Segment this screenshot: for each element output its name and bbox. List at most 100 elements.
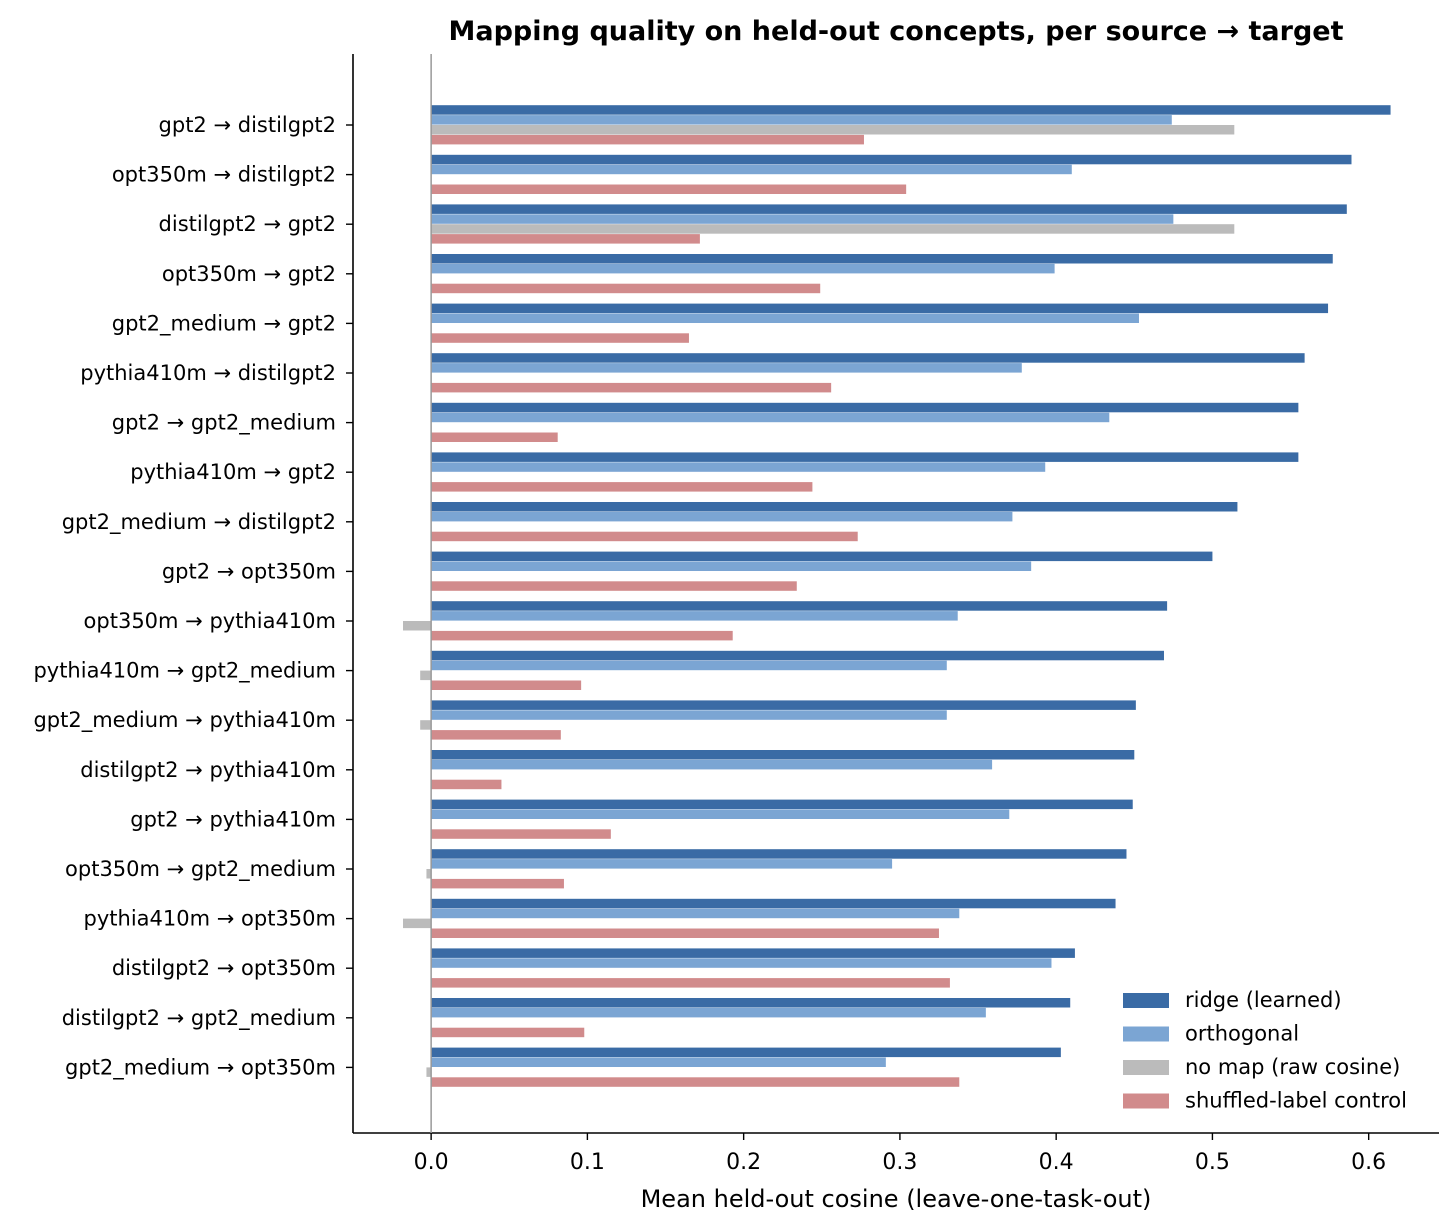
bar-1-7	[431, 402, 1299, 413]
bar-1-1	[431, 105, 1391, 115]
y-tick-label: distilgpt2 → pythia410m	[80, 758, 336, 782]
legend-swatch	[1123, 1026, 1169, 1042]
bar-1-9	[431, 502, 1238, 512]
x-tick-label: 0.6	[1351, 1150, 1386, 1175]
bar-2-8	[431, 462, 1046, 472]
bar-4-5	[431, 333, 689, 343]
bar-1-16	[431, 849, 1127, 859]
bar-2-14	[431, 759, 993, 770]
bar-1-3	[431, 204, 1347, 214]
bar-3-20	[426, 1067, 432, 1077]
bar-3-13	[420, 720, 432, 730]
bar-1-6	[431, 353, 1305, 363]
bar-1-19	[431, 998, 1071, 1008]
x-tick-label: 0.0	[414, 1150, 449, 1175]
y-tick-label: pythia410m → distilgpt2	[80, 361, 336, 385]
bar-4-6	[431, 382, 832, 393]
y-tick-label: distilgpt2 → gpt2_medium	[62, 1006, 336, 1031]
bar-4-14	[431, 779, 502, 790]
bar-3-12	[420, 670, 432, 681]
bar-1-14	[431, 750, 1135, 760]
y-tick-label: gpt2 → gpt2_medium	[112, 411, 336, 436]
legend-swatch	[1123, 993, 1169, 1008]
bar-2-3	[431, 214, 1174, 224]
bar-4-20	[431, 1077, 960, 1087]
bar-2-17	[431, 908, 960, 919]
y-tick-label: opt350m → gpt2_medium	[65, 857, 336, 882]
y-tick-label: gpt2_medium → distilgpt2	[62, 510, 336, 535]
bar-2-15	[431, 809, 1010, 819]
bar-1-17	[431, 898, 1116, 909]
bar-1-11	[431, 601, 1168, 611]
y-tick-labels: gpt2 → distilgpt2 opt350m → distilgpt2 dis…	[33, 113, 353, 1080]
y-tick-label: gpt2_medium → opt350m	[65, 1055, 336, 1080]
bar-1-10	[431, 551, 1213, 562]
x-tick-label: 0.2	[726, 1150, 761, 1175]
bar-1-13	[431, 700, 1136, 710]
bar-2-11	[431, 611, 958, 621]
y-tick-label: opt350m → distilgpt2	[112, 163, 336, 187]
bar-2-10	[431, 561, 1032, 571]
legend: ridge (learned) orthogonal no map (raw cos…	[1123, 988, 1407, 1113]
y-tick-label: gpt2 → distilgpt2	[159, 113, 336, 137]
bar-2-18	[431, 958, 1052, 968]
x-tick-label: 0.4	[1039, 1150, 1074, 1175]
bar-2-20	[431, 1057, 886, 1067]
y-tick-label: pythia410m → gpt2	[130, 460, 336, 484]
bar-2-9	[431, 511, 1013, 522]
legend-label: orthogonal	[1185, 1022, 1299, 1046]
y-tick-label: opt350m → gpt2	[162, 262, 336, 286]
bar-1-5	[431, 303, 1329, 314]
bar-3-3	[431, 224, 1235, 234]
bar-2-12	[431, 660, 947, 671]
legend-swatch	[1123, 1093, 1169, 1109]
bar-2-7	[431, 412, 1110, 423]
bar-4-18	[431, 978, 950, 988]
bar-4-7	[431, 432, 558, 442]
bar-2-19	[431, 1007, 986, 1018]
bar-4-13	[431, 730, 561, 740]
bar-4-1	[431, 134, 864, 145]
y-tick-label: pythia410m → opt350m	[84, 907, 336, 931]
y-tick-label: gpt2_medium → pythia410m	[33, 708, 336, 733]
bar-1-4	[431, 254, 1333, 264]
y-tick-label: opt350m → pythia410m	[84, 609, 336, 633]
bar-2-13	[431, 710, 947, 720]
bar-4-3	[431, 234, 700, 244]
chart-title: Mapping quality on held-out concepts, pe…	[449, 16, 1344, 47]
bar-2-5	[431, 313, 1139, 323]
bar-2-6	[431, 363, 1022, 373]
bar-1-15	[431, 799, 1133, 810]
legend-label: no map (raw cosine)	[1185, 1055, 1400, 1079]
bar-3-17	[403, 918, 432, 929]
x-axis-label: Mean held-out cosine (leave-one-task-out…	[641, 1185, 1152, 1213]
bar-4-9	[431, 531, 858, 542]
legend-label: shuffled-label control	[1185, 1089, 1407, 1113]
bar-4-11	[431, 630, 733, 641]
bar-4-2	[431, 184, 907, 194]
bar-3-11	[403, 621, 432, 631]
bar-4-8	[431, 482, 813, 492]
bar-1-8	[431, 452, 1299, 462]
y-tick-label: gpt2 → opt350m	[162, 559, 336, 583]
y-tick-label: distilgpt2 → gpt2	[159, 212, 336, 236]
bars-layer	[403, 105, 1391, 1087]
bar-1-20	[431, 1047, 1061, 1058]
bar-4-16	[431, 878, 564, 889]
x-tick-label: 0.1	[570, 1150, 605, 1175]
bar-2-16	[431, 859, 893, 869]
bar-2-2	[431, 164, 1072, 175]
bar-3-16	[426, 869, 432, 879]
bar-2-1	[431, 115, 1172, 125]
y-tick-label: gpt2 → pythia410m	[130, 807, 336, 831]
x-tick-label: 0.5	[1195, 1150, 1230, 1175]
bar-4-10	[431, 581, 797, 591]
y-tick-label: pythia410m → gpt2_medium	[33, 659, 336, 684]
bar-4-15	[431, 829, 611, 839]
bar-2-4	[431, 263, 1055, 274]
y-tick-label: distilgpt2 → opt350m	[112, 956, 336, 980]
bar-4-4	[431, 283, 821, 294]
bar-1-12	[431, 650, 1164, 661]
y-tick-label: gpt2_medium → gpt2	[112, 311, 336, 336]
